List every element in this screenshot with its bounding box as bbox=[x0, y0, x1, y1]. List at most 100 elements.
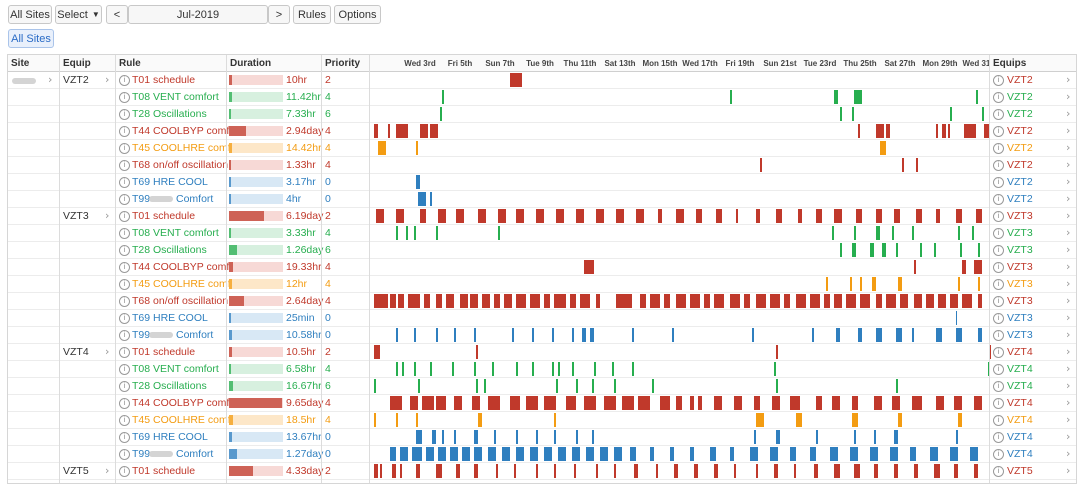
rule-info-icon[interactable]: i bbox=[119, 398, 130, 409]
timeline-event[interactable] bbox=[512, 328, 514, 342]
timeline-event[interactable] bbox=[676, 209, 684, 223]
timeline-event[interactable] bbox=[614, 379, 616, 393]
timeline-event[interactable] bbox=[796, 413, 802, 427]
timeline-event[interactable] bbox=[950, 107, 952, 121]
timeline-event[interactable] bbox=[794, 464, 796, 478]
timeline-event[interactable] bbox=[494, 294, 500, 308]
equips-value[interactable]: VZT3 bbox=[1007, 295, 1033, 307]
timeline-event[interactable] bbox=[902, 158, 904, 172]
timeline-event[interactable] bbox=[840, 243, 842, 257]
timeline-event[interactable] bbox=[978, 328, 982, 342]
rule-info-icon[interactable]: i bbox=[119, 245, 130, 256]
timeline-event[interactable] bbox=[558, 362, 560, 376]
timeline-event[interactable] bbox=[492, 362, 494, 376]
timeline-event[interactable] bbox=[504, 294, 512, 308]
timeline-event[interactable] bbox=[450, 447, 458, 461]
timeline-event[interactable] bbox=[898, 413, 902, 427]
timeline-event[interactable] bbox=[554, 294, 566, 308]
timeline-event[interactable] bbox=[400, 447, 408, 461]
timeline-event[interactable] bbox=[630, 447, 636, 461]
timeline-event[interactable] bbox=[374, 124, 378, 138]
timeline-event[interactable] bbox=[858, 124, 860, 138]
timeline-event[interactable] bbox=[984, 124, 990, 138]
equips-info-icon[interactable]: i bbox=[993, 143, 1004, 154]
timeline-event[interactable] bbox=[840, 107, 842, 121]
timeline-event[interactable] bbox=[526, 396, 538, 410]
timeline-event[interactable] bbox=[976, 209, 982, 223]
equips-value[interactable]: VZT4 bbox=[1007, 363, 1033, 375]
rule-info-icon[interactable]: i bbox=[119, 449, 130, 460]
timeline-event[interactable] bbox=[556, 379, 558, 393]
timeline-event[interactable] bbox=[456, 209, 464, 223]
table-row[interactable]: › VZT2 › i T01 schedule 10hr 2 i VZT2 › bbox=[8, 72, 1076, 89]
timeline-event[interactable] bbox=[374, 379, 376, 393]
equips-value[interactable]: VZT2 bbox=[1007, 91, 1033, 103]
header-site[interactable]: Site bbox=[8, 55, 60, 72]
timeline-event[interactable] bbox=[854, 226, 856, 240]
timeline-event[interactable] bbox=[936, 209, 940, 223]
equips-info-icon[interactable]: i bbox=[993, 313, 1004, 324]
timeline-event[interactable] bbox=[456, 464, 460, 478]
equips-info-icon[interactable]: i bbox=[993, 211, 1004, 222]
timeline-event[interactable] bbox=[376, 209, 384, 223]
rule-name-suffix[interactable]: Comfort bbox=[176, 329, 214, 341]
timeline-event[interactable] bbox=[754, 430, 756, 444]
timeline-event[interactable] bbox=[914, 260, 916, 274]
rule-info-icon[interactable]: i bbox=[119, 313, 130, 324]
equips-value[interactable]: VZT3 bbox=[1007, 227, 1033, 239]
timeline-event[interactable] bbox=[958, 226, 960, 240]
equips-info-icon[interactable]: i bbox=[993, 126, 1004, 137]
timeline-event[interactable] bbox=[770, 294, 780, 308]
timeline-event[interactable] bbox=[670, 447, 674, 461]
timeline-event[interactable] bbox=[752, 328, 754, 342]
rule-name[interactable]: T69 HRE COOL bbox=[132, 176, 208, 188]
rule-info-icon[interactable]: i bbox=[119, 126, 130, 137]
timeline-event[interactable] bbox=[964, 124, 976, 138]
rule-info-icon[interactable]: i bbox=[119, 177, 130, 188]
timeline-event[interactable] bbox=[472, 396, 480, 410]
timeline-event[interactable] bbox=[816, 209, 822, 223]
timeline-event[interactable] bbox=[826, 277, 828, 291]
timeline-event[interactable] bbox=[914, 294, 922, 308]
rule-name[interactable]: T08 VENT comfort bbox=[132, 227, 219, 239]
timeline-event[interactable] bbox=[436, 328, 438, 342]
equips-info-icon[interactable]: i bbox=[993, 466, 1004, 477]
timeline-event[interactable] bbox=[536, 209, 544, 223]
rule-info-icon[interactable]: i bbox=[119, 466, 130, 477]
timeline-event[interactable] bbox=[834, 294, 842, 308]
timeline-event[interactable] bbox=[798, 209, 802, 223]
table-row[interactable]: i T44 COOLBYP comfort 19.33hr 4 i VZT3 › bbox=[8, 259, 1076, 276]
timeline-event[interactable] bbox=[580, 294, 590, 308]
equips-info-icon[interactable]: i bbox=[993, 245, 1004, 256]
timeline-event[interactable] bbox=[658, 209, 662, 223]
timeline-event[interactable] bbox=[544, 396, 556, 410]
timeline-event[interactable] bbox=[554, 464, 556, 478]
table-row[interactable]: i T45 COOLHRE comfort 12hr 4 i VZT3 › bbox=[8, 276, 1076, 293]
timeline-event[interactable] bbox=[600, 447, 608, 461]
timeline-event[interactable] bbox=[592, 379, 594, 393]
equips-value[interactable]: VZT5 bbox=[1007, 465, 1033, 477]
timeline-event[interactable] bbox=[544, 447, 552, 461]
row-detail-chevron-icon[interactable]: › bbox=[1066, 464, 1071, 477]
equips-value[interactable]: VZT3 bbox=[1007, 261, 1033, 273]
equips-value[interactable]: VZT4 bbox=[1007, 431, 1033, 443]
prev-month-button[interactable]: < bbox=[106, 5, 128, 24]
timeline-event[interactable] bbox=[852, 107, 854, 121]
timeline-event[interactable] bbox=[690, 396, 694, 410]
timeline-event[interactable] bbox=[638, 396, 650, 410]
rule-info-icon[interactable]: i bbox=[119, 228, 130, 239]
timeline-event[interactable] bbox=[496, 464, 498, 478]
timeline-event[interactable] bbox=[874, 396, 882, 410]
timeline-event[interactable] bbox=[640, 294, 646, 308]
timeline-event[interactable] bbox=[956, 311, 957, 325]
timeline-event[interactable] bbox=[442, 90, 444, 104]
rule-name[interactable]: T08 VENT comfort bbox=[132, 91, 219, 103]
equips-info-icon[interactable]: i bbox=[993, 177, 1004, 188]
timeline-event[interactable] bbox=[558, 447, 566, 461]
timeline-event[interactable] bbox=[430, 192, 432, 206]
rule-name[interactable]: T44 COOLBYP comfort bbox=[132, 125, 242, 137]
timeline-event[interactable] bbox=[796, 294, 806, 308]
table-row[interactable]: VZT3 › i T01 schedule 6.19day 2 i VZT3 › bbox=[8, 208, 1076, 225]
timeline-event[interactable] bbox=[956, 430, 958, 444]
equips-value[interactable]: VZT2 bbox=[1007, 74, 1033, 86]
